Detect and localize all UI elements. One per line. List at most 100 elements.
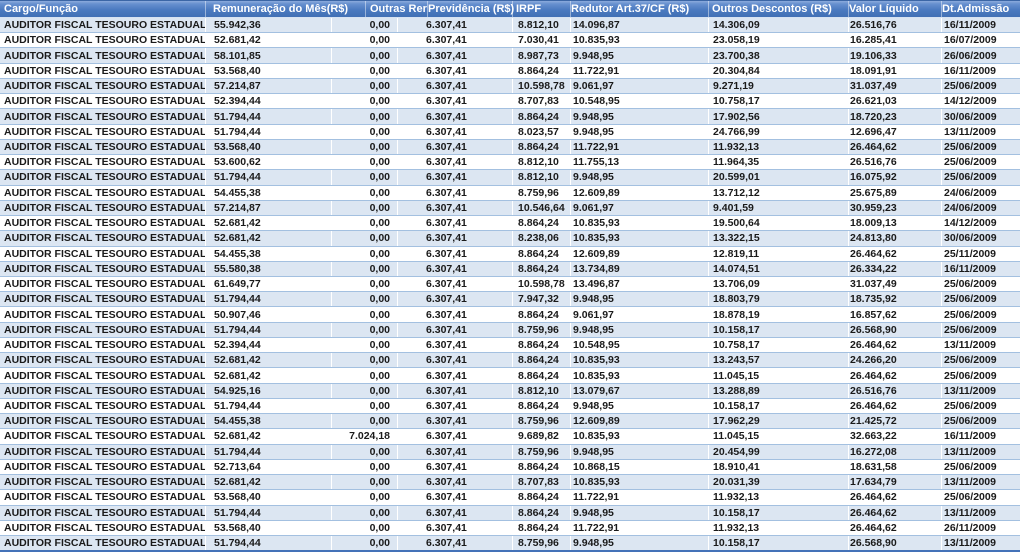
- cell-previdencia[interactable]: 6.307,41: [397, 170, 512, 185]
- cell-liquido[interactable]: 26.568,90: [848, 535, 941, 550]
- cell-outras[interactable]: 0,00: [331, 78, 397, 94]
- table-row[interactable]: AUDITOR FISCAL TESOURO ESTADUAL 52.681,42…: [0, 352, 1020, 368]
- cell-remuneracao[interactable]: 51.794,44: [205, 292, 331, 307]
- cell-previdencia[interactable]: 6.307,41: [397, 490, 512, 505]
- cell-outras[interactable]: 0,00: [331, 246, 397, 261]
- cell-cargo[interactable]: AUDITOR FISCAL TESOURO ESTADUAL: [4, 491, 205, 504]
- cell-irpf[interactable]: 8.864,24: [512, 353, 570, 368]
- cell-redutor[interactable]: 10.548,95: [570, 94, 708, 109]
- cell-redutor[interactable]: 9.948,95: [570, 535, 708, 550]
- table-row[interactable]: AUDITOR FISCAL TESOURO ESTADUAL 51.794,44…: [0, 443, 1020, 459]
- table-row[interactable]: AUDITOR FISCAL TESOURO ESTADUAL 54.925,16…: [0, 382, 1020, 398]
- cell-previdencia[interactable]: 6.307,41: [397, 139, 512, 155]
- cell-remuneracao[interactable]: 51.794,44: [205, 109, 331, 124]
- cell-descontos[interactable]: 10.158,17: [708, 505, 848, 520]
- cell-liquido[interactable]: 26.334,22: [848, 261, 941, 276]
- cell-admissao[interactable]: 25/06/2009: [941, 307, 1020, 322]
- table-row[interactable]: AUDITOR FISCAL TESOURO ESTADUAL 54.455,38…: [0, 184, 1020, 200]
- cell-outras[interactable]: 0,00: [331, 109, 397, 124]
- cell-admissao[interactable]: 25/06/2009: [941, 353, 1020, 368]
- cell-outras[interactable]: 0,00: [331, 459, 397, 475]
- cell-descontos[interactable]: 14.306,09: [708, 18, 848, 33]
- cell-descontos[interactable]: 13.712,12: [708, 185, 848, 200]
- cell-admissao[interactable]: 13/11/2009: [941, 505, 1020, 520]
- cell-cargo[interactable]: AUDITOR FISCAL TESOURO ESTADUAL: [4, 384, 205, 397]
- cell-admissao[interactable]: 14/12/2009: [941, 216, 1020, 231]
- cell-liquido[interactable]: 16.285,41: [848, 33, 941, 48]
- cell-descontos[interactable]: 18.910,41: [708, 459, 848, 475]
- cell-previdencia[interactable]: 6.307,41: [397, 505, 512, 520]
- cell-cargo[interactable]: AUDITOR FISCAL TESOURO ESTADUAL: [4, 430, 205, 443]
- cell-cargo[interactable]: AUDITOR FISCAL TESOURO ESTADUAL: [4, 186, 205, 199]
- cell-cargo[interactable]: AUDITOR FISCAL TESOURO ESTADUAL: [4, 399, 205, 412]
- cell-liquido[interactable]: 12.696,47: [848, 124, 941, 139]
- table-row[interactable]: AUDITOR FISCAL TESOURO ESTADUAL 51.794,44…: [0, 108, 1020, 124]
- cell-cargo[interactable]: AUDITOR FISCAL TESOURO ESTADUAL: [4, 460, 205, 473]
- cell-admissao[interactable]: 25/06/2009: [941, 276, 1020, 292]
- cell-cargo[interactable]: AUDITOR FISCAL TESOURO ESTADUAL: [4, 80, 205, 93]
- cell-redutor[interactable]: 13.496,87: [570, 276, 708, 292]
- cell-redutor[interactable]: 9.061,97: [570, 200, 708, 216]
- cell-redutor[interactable]: 13.079,67: [570, 383, 708, 398]
- cell-descontos[interactable]: 20.031,39: [708, 475, 848, 490]
- cell-redutor[interactable]: 9.948,95: [570, 292, 708, 307]
- cell-outras[interactable]: 0,00: [331, 139, 397, 155]
- cell-descontos[interactable]: 23.700,38: [708, 48, 848, 63]
- table-row[interactable]: AUDITOR FISCAL TESOURO ESTADUAL 51.794,44…: [0, 123, 1020, 139]
- cell-descontos[interactable]: 20.304,84: [708, 63, 848, 78]
- cell-admissao[interactable]: 25/06/2009: [941, 368, 1020, 383]
- cell-outras[interactable]: 0,00: [331, 368, 397, 383]
- cell-previdencia[interactable]: 6.307,41: [397, 337, 512, 353]
- cell-redutor[interactable]: 13.734,89: [570, 261, 708, 276]
- cell-cargo[interactable]: AUDITOR FISCAL TESOURO ESTADUAL: [4, 232, 205, 245]
- cell-cargo[interactable]: AUDITOR FISCAL TESOURO ESTADUAL: [4, 201, 205, 214]
- cell-redutor[interactable]: 10.548,95: [570, 337, 708, 353]
- column-header-liquido[interactable]: Valor Líquido: [848, 1, 941, 17]
- cell-previdencia[interactable]: 6.307,41: [397, 155, 512, 170]
- cell-previdencia[interactable]: 6.307,41: [397, 18, 512, 33]
- cell-cargo[interactable]: AUDITOR FISCAL TESOURO ESTADUAL: [4, 354, 205, 367]
- cell-cargo[interactable]: AUDITOR FISCAL TESOURO ESTADUAL: [4, 34, 205, 47]
- cell-previdencia[interactable]: 6.307,41: [397, 216, 512, 231]
- cell-cargo[interactable]: AUDITOR FISCAL TESOURO ESTADUAL: [4, 217, 205, 230]
- table-row[interactable]: AUDITOR FISCAL TESOURO ESTADUAL 51.794,44…: [0, 291, 1020, 307]
- cell-remuneracao[interactable]: 54.455,38: [205, 246, 331, 261]
- cell-outras[interactable]: 0,00: [331, 155, 397, 170]
- table-row[interactable]: AUDITOR FISCAL TESOURO ESTADUAL 53.568,40…: [0, 519, 1020, 535]
- cell-irpf[interactable]: 7.030,41: [512, 33, 570, 48]
- cell-remuneracao[interactable]: 51.794,44: [205, 505, 331, 520]
- cell-liquido[interactable]: 26.516,76: [848, 18, 941, 33]
- cell-previdencia[interactable]: 6.307,41: [397, 63, 512, 78]
- table-row[interactable]: AUDITOR FISCAL TESOURO ESTADUAL 57.214,87…: [0, 77, 1020, 94]
- cell-liquido[interactable]: 31.037,49: [848, 78, 941, 94]
- cell-descontos[interactable]: 13.288,89: [708, 383, 848, 398]
- cell-cargo[interactable]: AUDITOR FISCAL TESOURO ESTADUAL: [4, 64, 205, 77]
- cell-liquido[interactable]: 26.568,90: [848, 322, 941, 337]
- cell-previdencia[interactable]: 6.307,41: [397, 261, 512, 276]
- cell-previdencia[interactable]: 6.307,41: [397, 520, 512, 535]
- table-row[interactable]: AUDITOR FISCAL TESOURO ESTADUAL 51.794,44…: [0, 504, 1020, 520]
- cell-descontos[interactable]: 18.803,79: [708, 292, 848, 307]
- cell-outras[interactable]: 0,00: [331, 48, 397, 63]
- cell-liquido[interactable]: 18.735,92: [848, 292, 941, 307]
- cell-irpf[interactable]: 8.864,24: [512, 368, 570, 383]
- cell-descontos[interactable]: 9.401,59: [708, 200, 848, 216]
- cell-previdencia[interactable]: 6.307,41: [397, 48, 512, 63]
- cell-irpf[interactable]: 8.864,24: [512, 337, 570, 353]
- cell-irpf[interactable]: 8.759,96: [512, 444, 570, 459]
- cell-irpf[interactable]: 7.947,32: [512, 292, 570, 307]
- cell-cargo[interactable]: AUDITOR FISCAL TESOURO ESTADUAL: [4, 110, 205, 123]
- cell-irpf[interactable]: 8.707,83: [512, 475, 570, 490]
- cell-outras[interactable]: 0,00: [331, 383, 397, 398]
- cell-outras[interactable]: 0,00: [331, 261, 397, 276]
- cell-admissao[interactable]: 13/11/2009: [941, 124, 1020, 139]
- cell-irpf[interactable]: 9.689,82: [512, 429, 570, 444]
- cell-outras[interactable]: 0,00: [331, 414, 397, 429]
- cell-remuneracao[interactable]: 61.649,77: [205, 276, 331, 292]
- cell-liquido[interactable]: 18.091,91: [848, 63, 941, 78]
- table-row[interactable]: AUDITOR FISCAL TESOURO ESTADUAL 54.455,38…: [0, 245, 1020, 261]
- cell-remuneracao[interactable]: 51.794,44: [205, 535, 331, 550]
- cell-remuneracao[interactable]: 58.101,85: [205, 48, 331, 63]
- cell-irpf[interactable]: 8.864,24: [512, 139, 570, 155]
- cell-liquido[interactable]: 26.516,76: [848, 155, 941, 170]
